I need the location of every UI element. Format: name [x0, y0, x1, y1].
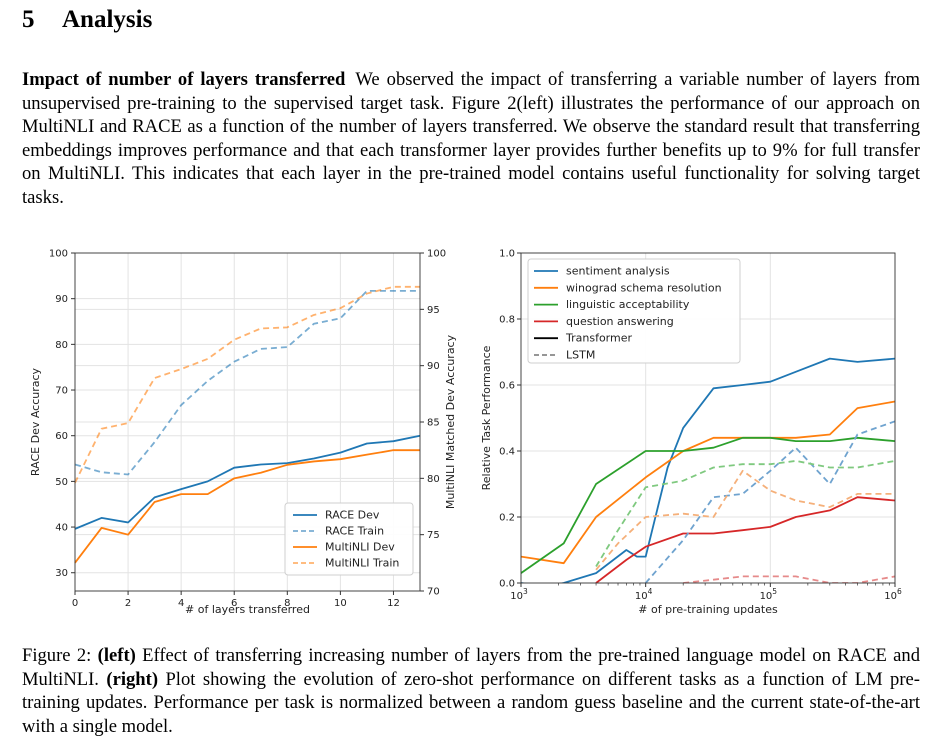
x-tick-exponent: 6	[897, 587, 902, 596]
y-axis-label-left: RACE Dev Accuracy	[29, 367, 42, 476]
y-tick-label: 30	[55, 568, 68, 579]
series-race-train	[74, 290, 420, 476]
y-tick-label: 0.6	[499, 381, 515, 392]
caption-prefix: Figure 2:	[22, 645, 98, 666]
legend-label: LSTM	[566, 349, 595, 362]
x-tick-label: 105	[760, 587, 778, 602]
series-winograd-schema-resolution-lstm	[595, 469, 895, 571]
layers-transferred-chart: 0 2 4 6 8 10 12 30 40 50 60 70 80 90 100 70 75 80 85 90 95 10…	[29, 249, 457, 617]
x-tick-label: 6	[231, 598, 237, 609]
y-tick-label: 80	[55, 340, 68, 351]
series-sentiment-analysis-transformer	[521, 357, 895, 583]
right-chart-series	[521, 357, 895, 583]
y-tick-label: 0.8	[499, 315, 515, 326]
y-tick-label: 100	[49, 249, 68, 260]
section-title: Analysis	[62, 6, 153, 33]
series-winograd-schema-resolution-transformer	[521, 400, 895, 565]
y-tick-label: 0.4	[499, 447, 515, 458]
x-tick-exponent: 5	[772, 587, 777, 596]
x-axis-label: # of layers transferred	[185, 603, 310, 616]
series-linguistic-acceptability-lstm	[595, 459, 895, 567]
series-question-answering-lstm	[683, 575, 895, 583]
y-tick-label: 70	[55, 386, 68, 397]
analysis-paragraph: Impact of number of layers transferred We…	[22, 68, 920, 209]
x-tick-label: 4	[178, 598, 184, 609]
series-multinli-dev	[74, 449, 420, 564]
y-right-tick-label: 90	[427, 361, 440, 372]
right-chart-legend: sentiment analysis winograd schema resolu…	[527, 258, 741, 364]
x-tick-label: 2	[125, 598, 131, 609]
y-tick-label: 50	[55, 477, 68, 488]
x-tick-exponent: 4	[648, 587, 653, 596]
legend-label: MultiNLI Dev	[325, 541, 395, 554]
y-right-tick-label: 80	[427, 474, 440, 485]
legend-label: sentiment analysis	[566, 265, 670, 278]
caption-left-text: Effect of transferring increasing number…	[22, 645, 920, 690]
y-axis-label: Relative Task Performance	[480, 345, 493, 490]
x-tick-label: 8	[284, 598, 290, 609]
paragraph-runin-heading: Impact of number of layers transferred	[22, 69, 346, 90]
left-chart-series	[74, 285, 421, 564]
legend-label: question answering	[566, 315, 674, 328]
x-tick-exponent: 3	[523, 587, 528, 596]
legend-box	[284, 502, 414, 576]
y-right-tick-label: 85	[427, 418, 440, 429]
x-axis-label: # of pre-training updates	[638, 603, 778, 616]
series-race-dev	[74, 434, 421, 530]
y-right-tick-label: 100	[427, 249, 446, 260]
caption-right-text: Plot showing the evolution of zero-shot …	[22, 668, 920, 737]
y-tick-label: 60	[55, 431, 68, 442]
series-sentiment-analysis-lstm	[644, 420, 895, 583]
y-axis-label-right: MultiNLI Matched Dev Accuracy	[444, 334, 457, 509]
section-number: 5	[22, 6, 35, 33]
y-tick-label: 90	[55, 294, 68, 305]
caption-right-tag: (right)	[106, 668, 159, 690]
series-multinli-train	[74, 285, 420, 484]
section-heading: 5 Analysis	[22, 6, 152, 34]
plot-frame	[520, 252, 896, 584]
legend-label: winograd schema resolution	[566, 281, 722, 294]
legend-label: RACE Dev	[325, 509, 380, 522]
y-right-tick-label: 70	[427, 587, 440, 598]
x-tick-label: 106	[884, 587, 902, 602]
y-right-tick-label: 95	[427, 305, 440, 316]
series-question-answering-transformer	[595, 496, 895, 583]
legend-label: MultiNLI Train	[325, 557, 399, 570]
legend-box	[527, 258, 741, 364]
y-right-tick-label: 75	[427, 530, 440, 541]
legend-label: linguistic acceptability	[566, 298, 690, 311]
x-tick-label: 10	[334, 598, 347, 609]
y-tick-label: 1.0	[499, 249, 515, 260]
legend-label: Transformer	[565, 332, 632, 345]
y-tick-label: 0.2	[499, 513, 515, 524]
legend-label: RACE Train	[325, 525, 384, 538]
x-tick-label: 0	[72, 598, 78, 609]
paragraph-body: We observed the impact of transferring a…	[22, 69, 920, 208]
y-tick-label: 40	[55, 523, 68, 534]
y-tick-label: 0.0	[499, 579, 515, 590]
caption-left-tag: (left)	[97, 645, 136, 666]
figure-caption: Figure 2: (left) Effect of transferring …	[22, 644, 920, 738]
left-chart-legend: RACE Dev RACE Train MultiNLI Dev MultiNLI T…	[284, 502, 414, 576]
x-tick-label: 104	[635, 587, 653, 602]
series-linguistic-acceptability-transformer	[521, 436, 895, 574]
x-tick-label: 12	[387, 598, 400, 609]
